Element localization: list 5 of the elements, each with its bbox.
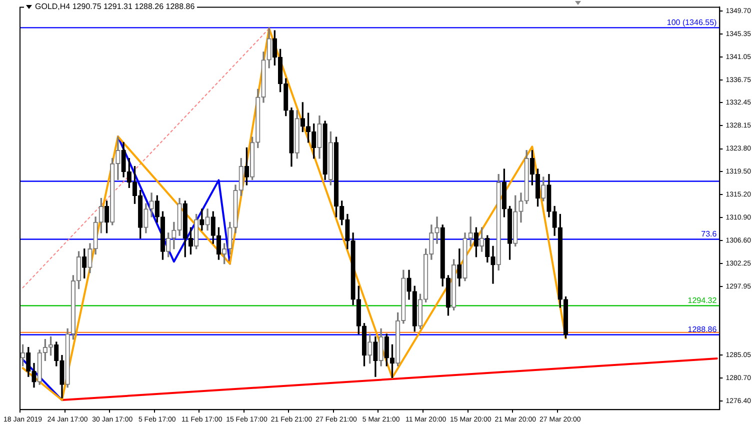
annotation: 73.6	[701, 229, 718, 238]
ref-line-label: 100 (1346.55)	[666, 18, 718, 27]
chart-title: GOLD,H4 1290.75 1291.31 1288.26 1288.86	[35, 2, 195, 11]
ref-line-label: 1288.86	[688, 324, 718, 334]
ref-line-label: 1294.32	[688, 296, 718, 305]
